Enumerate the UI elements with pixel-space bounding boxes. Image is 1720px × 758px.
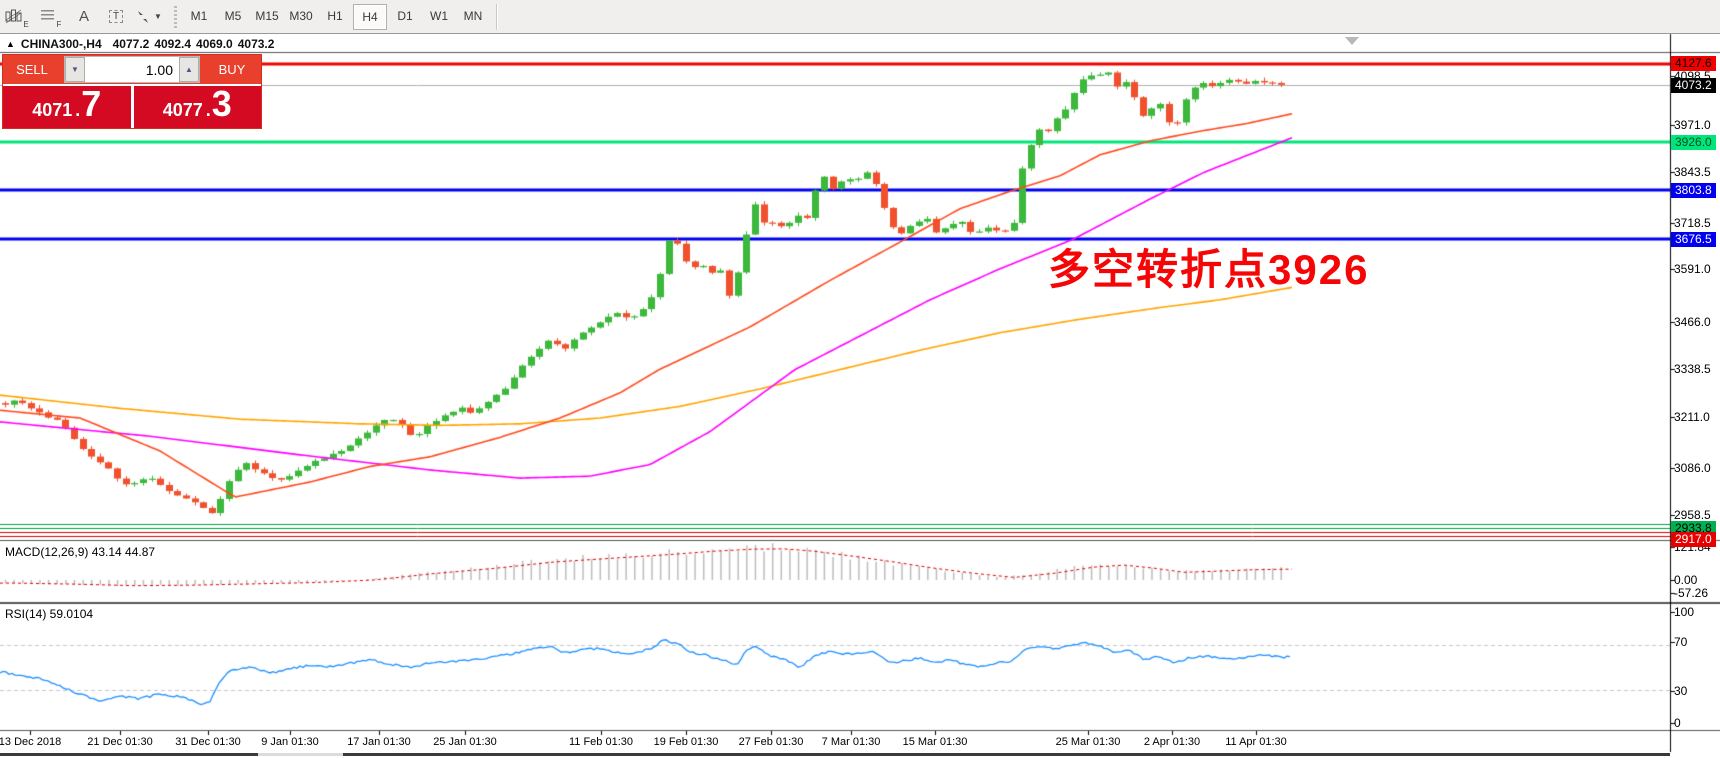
buy-price-frac: 3 (211, 83, 232, 124)
timeframe-button-M5[interactable]: M5 (224, 8, 242, 23)
macd-axis-label: -57.26 (1674, 586, 1709, 600)
open-value: 4077.2 (112, 37, 150, 51)
sell-price-frac: 7 (81, 83, 102, 124)
one-click-trade-panel: SELL ▼ 1.00 ▲ BUY 4071 . 7 4077 . 3 (3, 55, 261, 128)
horizontal-scrollbar[interactable] (0, 753, 1670, 756)
time-axis-label: 21 Dec 01:30 (87, 736, 153, 748)
macd-axis-label: 0.00 (1674, 573, 1698, 587)
time-axis-label: 25 Mar 01:30 (1055, 736, 1121, 748)
icon-f-label: F (56, 19, 62, 29)
price-axis-label: 3086.0 (1674, 461, 1711, 475)
rsi-axis-label: 0 (1674, 716, 1681, 730)
grid-f-button[interactable]: F (36, 4, 66, 30)
rsi-indicator-label: RSI(14) 59.0104 (5, 607, 94, 621)
time-axis-label: 17 Jan 01:30 (347, 736, 411, 748)
sell-button[interactable]: SELL (16, 62, 48, 77)
volume-stepper: ▼ 1.00 ▲ (64, 56, 200, 83)
buy-price-main: 4077 (162, 100, 203, 120)
low-value: 4069.0 (196, 37, 233, 51)
price-axis-label: 3338.5 (1674, 362, 1711, 376)
rsi-axis-label: 30 (1674, 684, 1688, 698)
time-axis-label: 31 Dec 01:30 (175, 736, 241, 748)
dropdown-caret-icon: ▼ (154, 12, 162, 21)
sell-price-display[interactable]: 4071 . 7 (3, 86, 134, 128)
timeframe-button-group: M1 M5 M15 M30 H1 H4 D1 W1 MN (182, 3, 490, 30)
hatched-candles-e-button[interactable]: E (2, 4, 32, 30)
price-level-label: 3803.8 (1671, 183, 1716, 198)
timeframe-button-MN[interactable]: MN (463, 8, 483, 23)
time-axis-label: 25 Jan 01:30 (433, 736, 497, 748)
symbol-name: CHINA300-,H4 (20, 37, 102, 51)
price-level-label: 4073.2 (1671, 78, 1716, 93)
buy-price-dot: . (205, 100, 211, 120)
price-axis-label: 3211.0 (1674, 410, 1710, 424)
high-value: 4092.4 (154, 37, 192, 51)
time-axis-label: 2 Apr 01:30 (1143, 736, 1201, 748)
cursor-tools-button[interactable]: ▼ (134, 4, 164, 30)
collapse-arrow-icon[interactable]: ▲ (6, 39, 15, 49)
volume-increase-button[interactable]: ▲ (179, 57, 199, 82)
hatched-candles-icon (5, 9, 22, 23)
timeframe-button-H4[interactable]: H4 (353, 3, 387, 30)
price-level-label: 4127.6 (1671, 56, 1716, 71)
timeframe-button-M1[interactable]: M1 (190, 8, 208, 23)
price-axis-label: 3971.0 (1674, 118, 1711, 132)
scrollbar-thumb[interactable] (258, 753, 343, 756)
chart-text-annotation: 多空转折点3926 (1048, 246, 1370, 293)
time-axis-label: 19 Feb 01:30 (653, 736, 719, 748)
text-annotation-button[interactable]: A (78, 8, 89, 25)
toolbar-separator-handle (174, 5, 177, 28)
price-axis-label: 3466.0 (1674, 315, 1711, 329)
time-axis-label: 13 Dec 2018 (0, 736, 62, 748)
sell-price-main: 4071 (32, 100, 73, 120)
timeframe-button-D1[interactable]: D1 (397, 8, 413, 23)
toolbar-separator (496, 3, 498, 30)
time-axis-label: 11 Apr 01:30 (1225, 736, 1287, 748)
timeframe-button-M15[interactable]: M15 (255, 8, 279, 23)
sell-price-dot: . (75, 100, 81, 120)
time-axis-label: 11 Feb 01:30 (568, 736, 634, 748)
price-axis-label: 3591.0 (1674, 262, 1711, 276)
rsi-axis-label: 100 (1674, 605, 1695, 619)
ohlc-values: 4077.2 4092.4 4069.0 4073.2 (108, 37, 275, 51)
cursor-arrows-icon (138, 10, 149, 23)
price-level-label: 2917.0 (1671, 532, 1716, 547)
text-box-button[interactable]: T (102, 4, 130, 30)
time-axis-label: 9 Jan 01:30 (261, 736, 319, 748)
time-axis-label: 27 Feb 01:30 (738, 736, 804, 748)
volume-input[interactable]: 1.00 (145, 61, 173, 78)
volume-decrease-button[interactable]: ▼ (65, 57, 85, 82)
buy-button[interactable]: BUY (218, 62, 246, 77)
macd-indicator-label: MACD(12,26,9) 43.14 44.87 (5, 545, 156, 559)
rsi-axis-label: 70 (1674, 635, 1688, 649)
grid-icon (40, 10, 54, 20)
price-level-label: 3926.0 (1671, 135, 1716, 150)
time-axis-label: 7 Mar 01:30 (821, 736, 881, 748)
timeframe-button-M30[interactable]: M30 (289, 8, 313, 23)
text-box-icon: T (108, 10, 124, 23)
toolbar: E F A T ▼ M1 M5 M15 M30 H1 H4 D1 W1 MN (0, 0, 1720, 34)
price-axis-label: 2958.5 (1674, 508, 1711, 522)
timeframe-button-W1[interactable]: W1 (430, 8, 448, 23)
buy-price-display[interactable]: 4077 . 3 (133, 83, 261, 128)
timeframe-button-H1[interactable]: H1 (327, 8, 343, 23)
price-axis-label: 3718.5 (1674, 216, 1711, 230)
icon-e-label: E (23, 19, 29, 29)
time-axis-label: 15 Mar 01:30 (902, 736, 968, 748)
price-axis-label: 3843.5 (1674, 165, 1711, 179)
chart-shift-marker-icon[interactable] (1345, 37, 1359, 45)
price-level-label: 3676.5 (1671, 232, 1716, 247)
symbol-header: ▲ CHINA300-,H4 4077.2 4092.4 4069.0 4073.2 (6, 37, 274, 51)
close-value: 4073.2 (237, 37, 275, 51)
